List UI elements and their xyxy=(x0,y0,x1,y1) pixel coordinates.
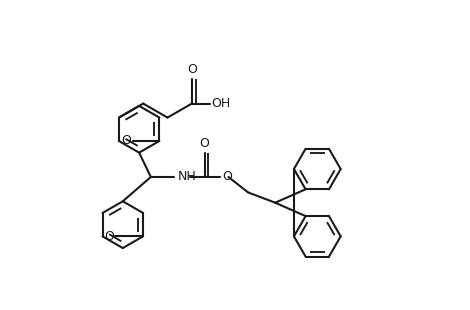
Text: OH: OH xyxy=(211,97,230,110)
Text: O: O xyxy=(104,230,114,243)
Text: O: O xyxy=(200,137,210,150)
Text: O: O xyxy=(222,170,232,184)
Text: O: O xyxy=(121,135,131,148)
Text: O: O xyxy=(187,64,197,77)
Text: NH: NH xyxy=(178,170,196,184)
